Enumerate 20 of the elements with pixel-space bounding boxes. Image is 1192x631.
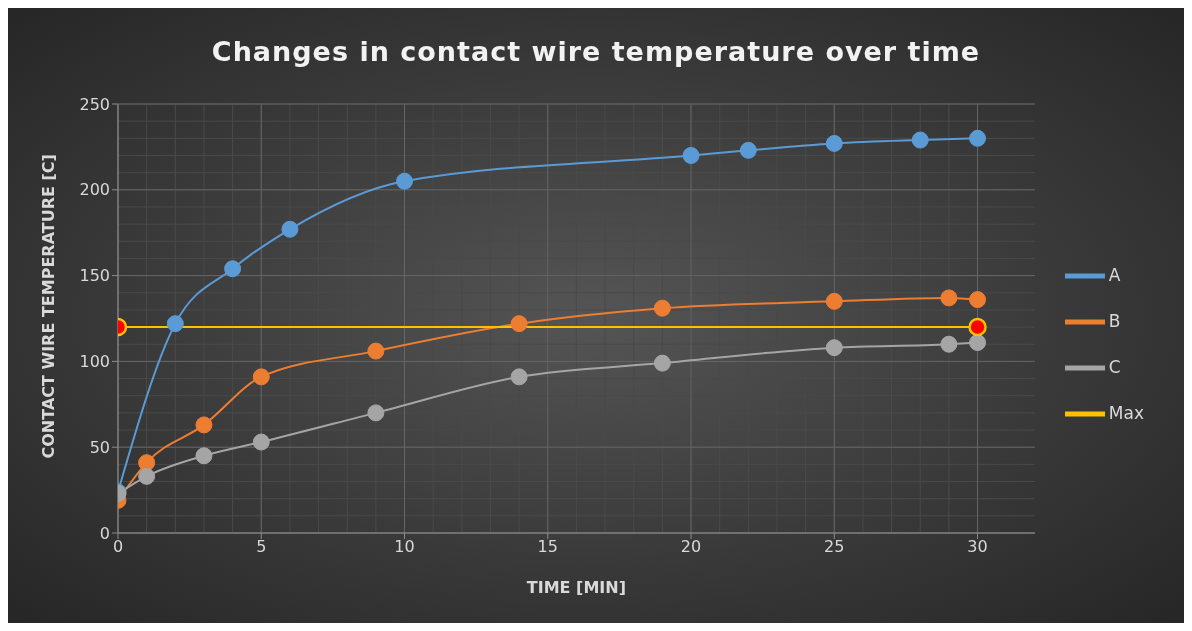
chart-title: Changes in contact wire temperature over time <box>210 35 982 67</box>
legend-label: B <box>1108 310 1121 331</box>
y-axis-title: CONTACT WIRE TEMPERATURE [C] <box>38 154 58 459</box>
legend-label: C <box>1108 356 1121 377</box>
x-tick-label: 15 <box>537 537 558 557</box>
x-tick-label: 30 <box>967 537 988 557</box>
y-tick-label: 250 <box>79 94 110 114</box>
y-tick-label: 150 <box>79 266 110 286</box>
legend-label: Max <box>1108 402 1144 423</box>
x-tick-label: 25 <box>824 537 845 557</box>
y-tick-label: 50 <box>89 437 110 457</box>
x-tick-label: 20 <box>680 537 702 557</box>
x-tick-label: 0 <box>112 537 124 557</box>
x-tick-label: 10 <box>394 537 415 557</box>
x-tick-label: 5 <box>256 537 267 557</box>
y-tick-label: 0 <box>99 523 110 543</box>
y-tick-label: 200 <box>79 180 110 200</box>
x-axis-title: TIME [MIN] <box>526 578 627 597</box>
y-tick-label: 100 <box>79 352 110 372</box>
legend-label: A <box>1108 264 1121 285</box>
